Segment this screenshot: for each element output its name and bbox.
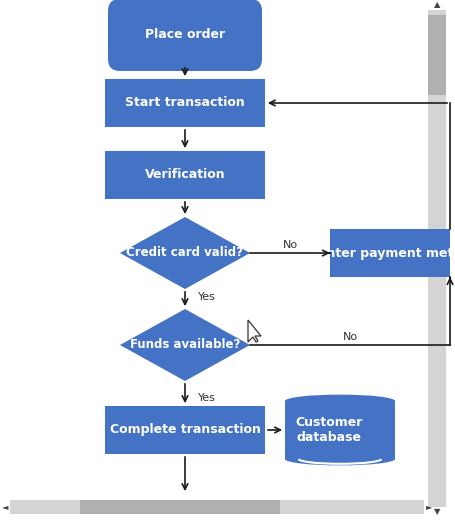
Text: Yes: Yes [197, 393, 216, 403]
Text: Place order: Place order [145, 28, 225, 41]
FancyBboxPatch shape [108, 0, 262, 71]
FancyBboxPatch shape [105, 406, 264, 454]
Text: No: No [342, 332, 357, 342]
Text: Customer
database: Customer database [295, 416, 362, 444]
Text: Start transaction: Start transaction [125, 96, 244, 110]
Polygon shape [248, 320, 260, 342]
Text: Complete transaction: Complete transaction [109, 423, 260, 436]
FancyBboxPatch shape [80, 500, 279, 514]
Text: Yes: Yes [197, 292, 216, 302]
Text: ▼: ▼ [433, 508, 439, 517]
Text: ▲: ▲ [433, 1, 439, 9]
Text: Verification: Verification [144, 169, 225, 181]
Ellipse shape [284, 395, 394, 407]
Text: Credit card valid?: Credit card valid? [126, 246, 243, 259]
FancyBboxPatch shape [329, 229, 449, 277]
FancyBboxPatch shape [105, 151, 264, 199]
FancyBboxPatch shape [10, 500, 423, 514]
Text: ►: ► [425, 503, 431, 511]
FancyBboxPatch shape [427, 15, 445, 95]
Text: Enter payment meth: Enter payment meth [317, 246, 455, 259]
Text: Funds available?: Funds available? [130, 339, 240, 352]
FancyBboxPatch shape [284, 401, 394, 459]
Text: No: No [282, 240, 297, 250]
Text: ◄: ◄ [2, 503, 8, 511]
FancyBboxPatch shape [427, 10, 445, 507]
Ellipse shape [284, 453, 394, 465]
FancyBboxPatch shape [105, 79, 264, 127]
Polygon shape [120, 217, 249, 289]
Polygon shape [120, 309, 249, 381]
